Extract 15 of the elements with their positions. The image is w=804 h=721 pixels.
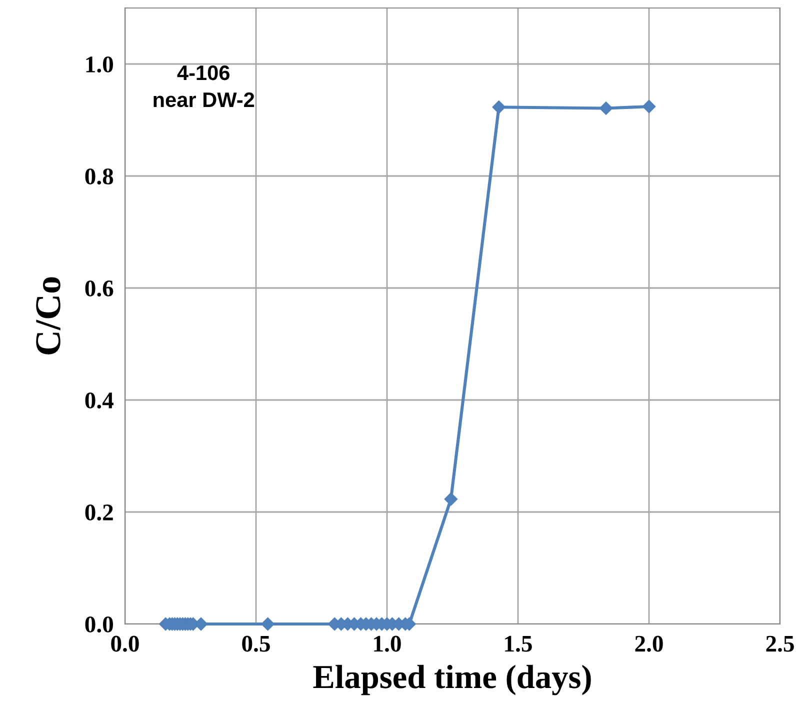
x-tick-label: 0.5	[242, 636, 270, 652]
y-tick-label: 0.6	[85, 280, 114, 297]
y-tick-label: 0.2	[85, 504, 113, 521]
y-tick-label: 0.8	[85, 168, 114, 185]
y-tick-label: 0.0	[85, 616, 113, 633]
x-axis-title: Elapsed time (days)	[313, 664, 591, 696]
y-tick-label: 1.0	[86, 56, 113, 73]
x-tick-label: 1.5	[505, 636, 532, 652]
annotation: 4-106 near DW-2	[154, 65, 254, 108]
x-tick-label: 2.5	[766, 636, 794, 652]
x-tick-label: 0.0	[111, 636, 139, 652]
y-tick-label: 0.4	[85, 392, 114, 409]
x-tick-label: 2.0	[635, 636, 663, 652]
y-axis-title: C/Co	[36, 277, 60, 354]
x-tick-label: 1.0	[374, 636, 401, 652]
